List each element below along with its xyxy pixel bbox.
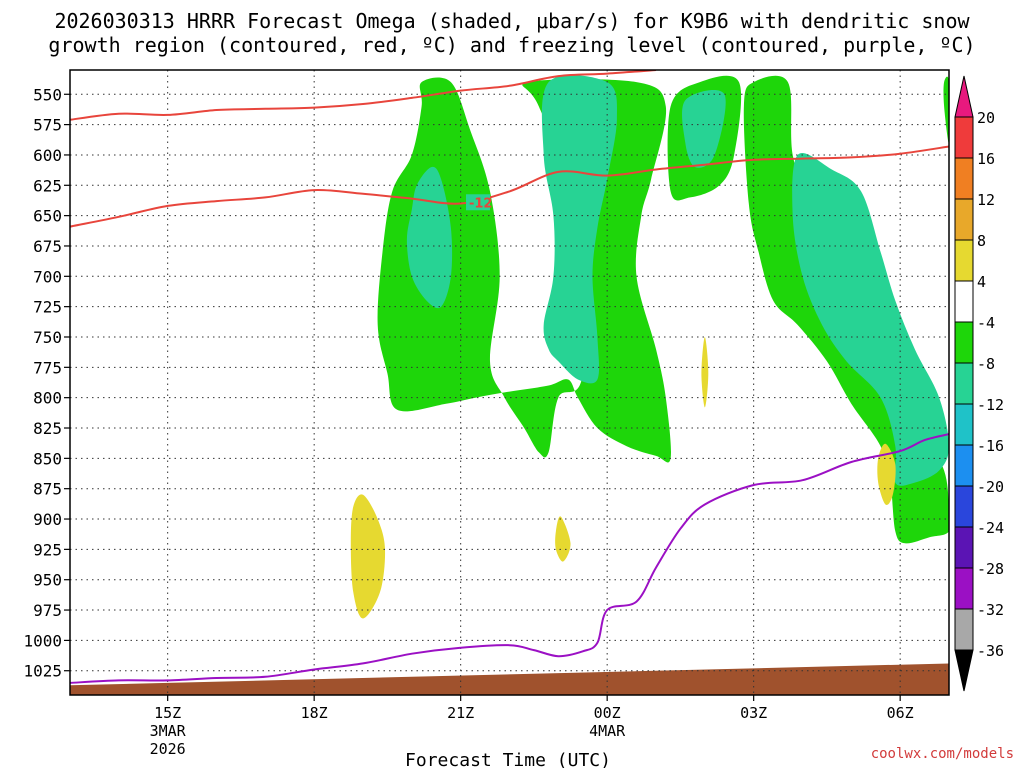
gridlines (70, 70, 949, 695)
colorbar-legend: 20 16 12 8 4 -4 -8 -12 -16 -20 -24 -28 -32 -36 (954, 75, 1004, 692)
contour-lines: -12 (70, 70, 949, 684)
x-tick-label: 06Z (887, 704, 914, 722)
colorbar-bin (954, 362, 974, 405)
colorbar-label: -16 (977, 437, 1004, 455)
colorbar-bin (954, 116, 974, 159)
credit-link[interactable]: coolwx.com/models (871, 746, 1014, 762)
colorbar-bin (954, 608, 974, 651)
x-tick-date: 3MAR (150, 722, 187, 740)
y-tick-label: 975 (33, 601, 62, 620)
colorbar-label: -36 (977, 642, 1004, 660)
y-tick-label: 1000 (23, 631, 62, 650)
colorbar-label: 16 (977, 150, 995, 168)
y-tick-label: 875 (33, 480, 62, 499)
y-tick-label: 825 (33, 419, 62, 438)
omega-region-teal-3 (682, 90, 726, 168)
colorbar-label: -4 (977, 314, 995, 332)
colorbar-label: -8 (977, 355, 995, 373)
y-tick-label: 650 (33, 207, 62, 226)
colorbar-bin (954, 239, 974, 282)
dendritic-contour--18 (70, 70, 657, 121)
colorbar-label: 12 (977, 191, 995, 209)
y-tick-label: 725 (33, 298, 62, 317)
colorbar-above-max-arrow (954, 75, 974, 118)
x-tick-year: 2026 (150, 740, 186, 758)
omega-region-yellow-2 (555, 516, 571, 562)
omega-region-yellow-3 (701, 337, 709, 408)
y-tick-label: 800 (33, 389, 62, 408)
terrain-fill (70, 663, 949, 695)
y-tick-label: 900 (33, 510, 62, 529)
colorbar-bin (954, 567, 974, 610)
y-tick-label: 925 (33, 540, 62, 559)
y-tick-label: 575 (33, 116, 62, 135)
colorbar-label: 8 (977, 232, 986, 250)
x-axis-label: Forecast Time (UTC) (405, 750, 611, 768)
y-tick-label: 675 (33, 237, 62, 256)
chart-title-line-2: growth region (contoured, red, ºC) and f… (48, 33, 975, 57)
colorbar-label: -12 (977, 396, 1004, 414)
omega-region-green-far-right (943, 76, 949, 143)
colorbar-label: -28 (977, 560, 1004, 578)
y-tick-label: 700 (33, 267, 62, 286)
y-tick-label: 750 (33, 328, 62, 347)
freezing-level-contour (70, 433, 949, 684)
contour-label--12: -12 (469, 196, 493, 211)
y-tick-label: 600 (33, 146, 62, 165)
colorbar-below-min-arrow (954, 649, 974, 692)
contour-label-bg (465, 194, 490, 211)
colorbar-label: 20 (977, 109, 995, 127)
colorbar-bin (954, 157, 974, 200)
colorbar-bin (954, 485, 974, 528)
omega-region-teal-4 (792, 152, 949, 486)
y-axis: 550 575 600 625 650 675 700 725 750 775 800 825 850 8… (23, 85, 70, 681)
colorbar-label: 4 (977, 273, 986, 291)
colorbar-bin (954, 280, 974, 323)
x-tick-label: 00Z (594, 704, 621, 722)
plot-frame (69, 69, 950, 696)
y-tick-label: 950 (33, 571, 62, 590)
omega-region-yellow-1 (350, 494, 386, 619)
x-tick-label: 18Z (301, 704, 328, 722)
dendritic-contour--12 (70, 145, 949, 228)
x-tick-label: 21Z (447, 704, 474, 722)
omega-region-yellow-4 (877, 443, 896, 505)
x-tick-label: 15Z (154, 704, 181, 722)
colorbar-label: -20 (977, 478, 1004, 496)
x-tick-date: 4MAR (589, 722, 626, 740)
colorbar-bin (954, 526, 974, 569)
colorbar-bin (954, 403, 974, 446)
y-tick-label: 775 (33, 358, 62, 377)
terrain-layer (70, 663, 949, 695)
y-tick-label: 550 (33, 85, 62, 104)
y-tick-label: 1025 (23, 662, 62, 681)
colorbar-bin (954, 198, 974, 241)
y-tick-label: 850 (33, 449, 62, 468)
colorbar-label: -24 (977, 519, 1004, 537)
y-tick-label: 625 (33, 176, 62, 195)
x-tick-label: 03Z (740, 704, 767, 722)
colorbar-bin (954, 444, 974, 487)
colorbar-bin (954, 321, 974, 364)
chart-title-line-1: 2026030313 HRRR Forecast Omega (shaded, … (54, 9, 970, 33)
colorbar-label: -32 (977, 601, 1004, 619)
